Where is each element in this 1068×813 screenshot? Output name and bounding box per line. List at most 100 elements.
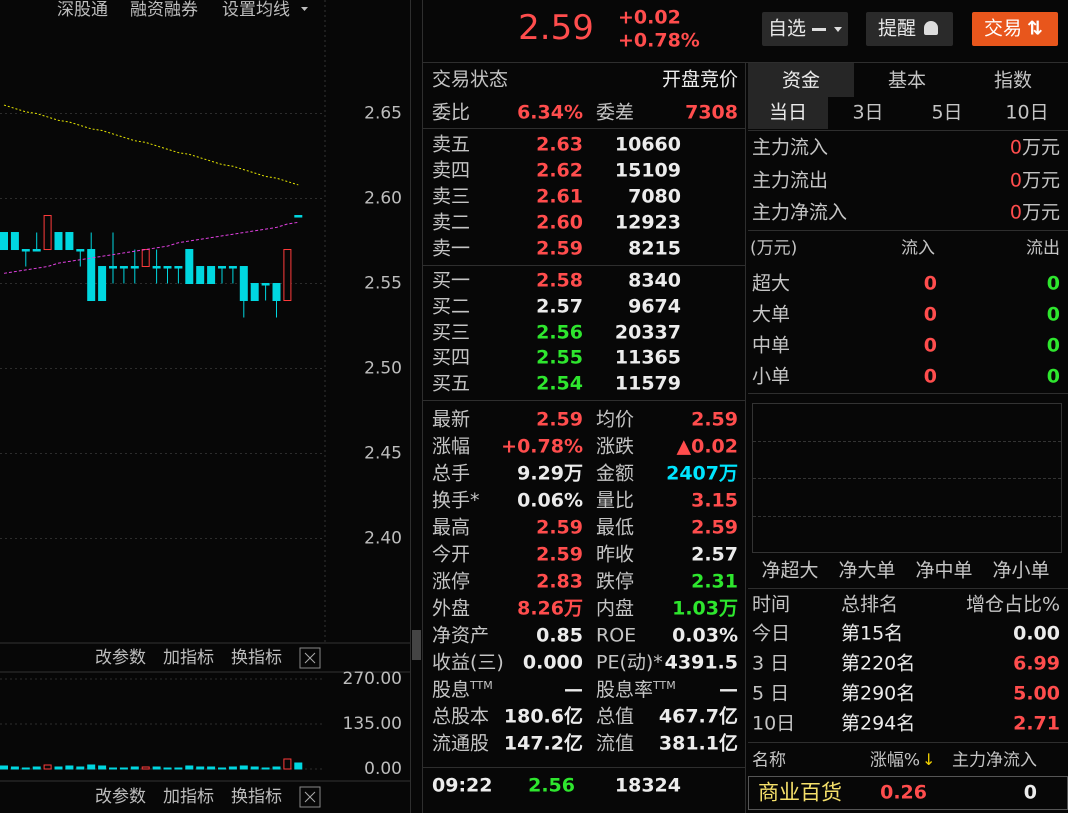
stat-value: +0.78%: [501, 435, 583, 458]
trade-button[interactable]: [972, 12, 1058, 46]
stat-value: 2.59: [691, 516, 738, 539]
volume-bar: [109, 767, 117, 770]
period-tab[interactable]: 3日: [852, 101, 884, 124]
alert-button[interactable]: [866, 12, 953, 46]
indicator-button[interactable]: 加指标: [163, 787, 214, 807]
close-button[interactable]: [299, 786, 321, 808]
tab[interactable]: 资金: [781, 69, 821, 92]
volume-bar: [76, 766, 85, 770]
divider: [422, 400, 745, 401]
volume-bar: [228, 766, 237, 770]
period-tab[interactable]: 10日: [1005, 101, 1049, 124]
button-label[interactable]: 提醒: [878, 17, 917, 40]
candle-body: [119, 266, 128, 269]
label: 委比: [432, 101, 471, 124]
period-tab[interactable]: 当日: [768, 101, 808, 124]
kline-chart: 深股通 融资融券 设置均线 改参数 加指标 换指标 改参数 加指标 换指标 2.…: [0, 0, 410, 808]
tab[interactable]: 基本: [887, 69, 927, 92]
button-label[interactable]: 自选: [768, 17, 807, 40]
divider: [748, 393, 1068, 394]
column-header: 名称: [752, 750, 786, 771]
ask-volume: 15109: [614, 159, 681, 182]
net-flow-label: 净超大: [761, 559, 819, 582]
sector-name[interactable]: 商业百货: [758, 780, 842, 805]
stat-label: 收益(三): [432, 651, 504, 674]
stat-value: 2.57: [691, 543, 738, 566]
increase-ratio: 5.00: [1013, 682, 1060, 705]
close-button[interactable]: [299, 647, 321, 669]
superscript: TTM: [653, 678, 676, 692]
y-tick-label: 135.00: [343, 714, 402, 734]
stat-value: —: [564, 678, 583, 701]
toolbar-item[interactable]: 融资融券: [130, 0, 198, 20]
tick-volume: 18324: [614, 774, 681, 797]
y-tick-label: 2.55: [364, 274, 402, 294]
value: 7308: [685, 101, 738, 124]
bid-label: 买五: [432, 372, 471, 395]
ask-price: 2.61: [536, 185, 583, 208]
volume-bar: [141, 766, 150, 770]
order-size-label: 中单: [752, 334, 791, 357]
stat-value: 9.29万: [517, 462, 583, 485]
flow-unit: 万元: [1021, 201, 1060, 224]
tab[interactable]: 指数: [993, 69, 1033, 92]
superscript: TTM: [470, 678, 493, 692]
ask-label: 卖三: [432, 185, 471, 208]
stat-value: ▲0.02: [676, 435, 739, 458]
indicator-button[interactable]: 改参数: [95, 648, 146, 668]
button-label[interactable]: 交易: [984, 17, 1023, 40]
ask-price: 2.60: [536, 211, 583, 234]
period-tab[interactable]: 5日: [931, 101, 963, 124]
indicator-button[interactable]: 改参数: [95, 787, 146, 807]
period: 10日: [752, 712, 796, 735]
bid-price: 2.55: [536, 346, 583, 369]
bid-volume: 9674: [628, 295, 681, 318]
toolbar-item[interactable]: 设置均线: [222, 0, 290, 20]
volume-bar: [196, 766, 205, 770]
ask-price: 2.63: [536, 133, 583, 156]
stat-label: 流通股: [432, 732, 490, 755]
candle-body: [152, 266, 161, 269]
watchlist-button[interactable]: [762, 12, 848, 46]
ask-label: 卖二: [432, 211, 471, 234]
flow-unit: 万元: [1021, 169, 1060, 191]
button-icon: [812, 28, 826, 31]
price-change: +0.02: [618, 6, 681, 29]
sort-icon: ↓: [922, 750, 936, 769]
ask-volume: 8215: [628, 237, 681, 260]
volume-bar: [261, 767, 270, 770]
indicator-button[interactable]: 换指标: [231, 648, 282, 668]
ask-volume: 7080: [628, 185, 681, 208]
toolbar-item[interactable]: 深股通: [57, 0, 108, 20]
candle-body: [10, 232, 19, 251]
increase-ratio: 2.71: [1013, 712, 1060, 735]
label: 委差: [596, 101, 635, 124]
stat-value: 1.03万: [672, 597, 738, 620]
volume-bar: [185, 765, 194, 770]
candle-body: [196, 266, 205, 285]
bid-label: 买二: [432, 295, 471, 318]
ask-label: 卖四: [432, 159, 471, 182]
flow-label: 主力流出: [752, 169, 829, 191]
bid-volume: 11365: [614, 346, 681, 369]
volume-bar: [294, 762, 303, 770]
candle-body: [185, 249, 194, 285]
stat-label: 总值: [596, 705, 635, 728]
candle-body: [141, 249, 150, 268]
volume-bar: [0, 765, 8, 770]
inflow-value: 0: [923, 272, 937, 295]
stat-value: 2.83: [536, 570, 583, 593]
divider: [748, 230, 1068, 231]
collapse-handle[interactable]: [412, 630, 421, 660]
close-icon: [304, 652, 316, 664]
bid-label: 买四: [432, 346, 471, 369]
bell-icon: [924, 21, 938, 35]
indicator-button[interactable]: 加指标: [163, 648, 214, 668]
indicator-button[interactable]: 换指标: [231, 787, 282, 807]
stat-label: 股息率TTM: [596, 678, 676, 702]
flow-value: 0: [1009, 201, 1022, 224]
bid-price: 2.56: [536, 321, 583, 344]
volume-bar: [283, 758, 292, 770]
volume-bar: [98, 765, 107, 770]
